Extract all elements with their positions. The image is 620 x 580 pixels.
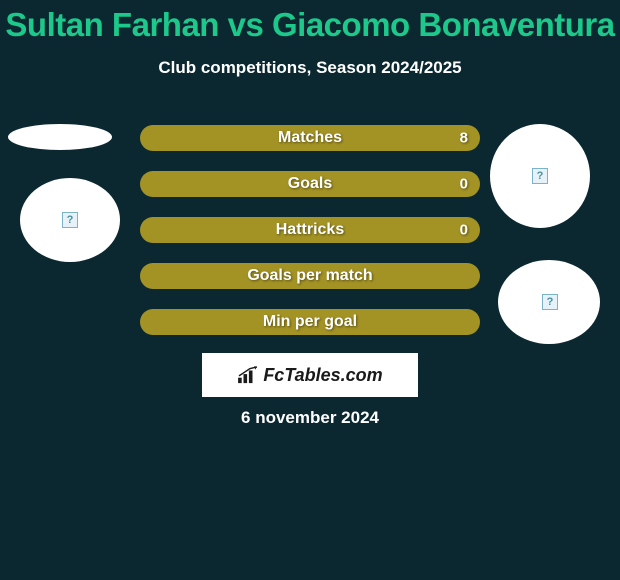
missing-image-icon: ? <box>62 212 78 228</box>
stat-bar-label: Hattricks <box>276 221 344 239</box>
stat-bar: Hattricks 0 <box>140 217 480 243</box>
stat-bar-label: Min per goal <box>263 313 357 331</box>
stat-bar-value: 8 <box>460 130 468 147</box>
stat-bar: Min per goal <box>140 309 480 335</box>
stat-bar-label: Goals <box>288 175 332 193</box>
stat-bars: Matches 8 Goals 0 Hattricks 0 Goals per match M… <box>140 125 480 355</box>
missing-image-icon: ? <box>542 294 558 310</box>
stat-bar-value: 0 <box>460 176 468 193</box>
date-text: 6 november 2024 <box>0 408 620 428</box>
stat-bar-label: Matches <box>278 129 342 147</box>
stat-bar: Goals 0 <box>140 171 480 197</box>
stat-bar: Matches 8 <box>140 125 480 151</box>
brand-text: FcTables.com <box>263 365 382 386</box>
brand-box: FcTables.com <box>202 353 418 397</box>
player-avatar-placeholder <box>8 124 112 150</box>
page-title: Sultan Farhan vs Giacomo Bonaventura <box>0 0 620 44</box>
stat-bar-value: 0 <box>460 222 468 239</box>
chart-icon <box>237 366 259 384</box>
subtitle: Club competitions, Season 2024/2025 <box>0 58 620 78</box>
missing-image-icon: ? <box>532 168 548 184</box>
stat-bar: Goals per match <box>140 263 480 289</box>
stat-bar-label: Goals per match <box>247 267 372 285</box>
